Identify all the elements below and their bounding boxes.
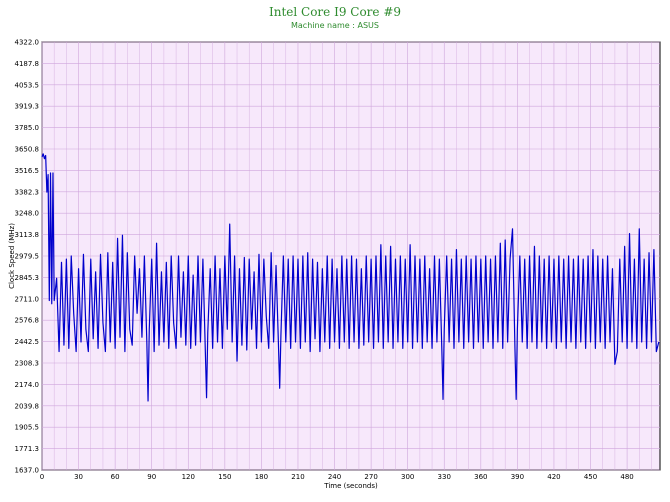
y-tick-label: 3785.0 (15, 124, 40, 132)
y-tick-label: 2711.0 (15, 295, 40, 303)
y-tick-label: 3919.3 (15, 103, 40, 111)
y-tick-label: 3248.0 (15, 210, 40, 218)
y-tick-label: 2039.8 (15, 402, 40, 410)
y-tick-label: 1637.0 (15, 467, 40, 475)
y-axis-label: Clock Speed (MHz) (8, 223, 16, 289)
y-tick-label: 3650.8 (15, 145, 40, 153)
y-tick-label: 4322.0 (15, 39, 40, 47)
chart-subtitle: Machine name : ASUS (291, 21, 379, 30)
y-tick-label: 2576.8 (15, 317, 40, 325)
x-tick-label: 360 (474, 473, 487, 481)
x-tick-label: 240 (328, 473, 341, 481)
x-axis-ticks: 0 30 60 90 120 150 180 210 240 270 300 330 360 390 420… (40, 473, 634, 481)
x-tick-label: 90 (147, 473, 156, 481)
x-tick-label: 270 (364, 473, 377, 481)
x-tick-label: 0 (40, 473, 44, 481)
y-tick-label: 3516.5 (15, 167, 40, 175)
x-tick-label: 210 (291, 473, 304, 481)
x-tick-label: 420 (547, 473, 560, 481)
y-tick-label: 2174.0 (15, 381, 40, 389)
x-tick-label: 450 (584, 473, 597, 481)
y-tick-label: 2308.3 (15, 359, 40, 367)
y-tick-label: 2845.3 (15, 274, 40, 282)
series-line (41, 153, 660, 402)
x-tick-label: 30 (74, 473, 83, 481)
y-tick-label: 3113.8 (15, 231, 40, 239)
y-tick-label: 2979.5 (15, 253, 40, 261)
y-tick-label: 3382.3 (15, 188, 40, 196)
x-tick-label: 60 (111, 473, 120, 481)
chart-title: Intel Core I9 Core #9 (269, 5, 401, 19)
x-tick-label: 120 (182, 473, 195, 481)
y-tick-label: 2442.5 (15, 338, 40, 346)
x-tick-label: 330 (438, 473, 451, 481)
x-tick-label: 150 (218, 473, 231, 481)
x-tick-label: 300 (401, 473, 414, 481)
y-axis-ticks: 1637.0 1771.3 1905.5 2039.8 2174.0 2308.3 2442… (15, 39, 40, 475)
y-tick-label: 4053.5 (15, 81, 40, 89)
y-tick-label: 1771.3 (15, 445, 40, 453)
y-tick-label: 1905.5 (15, 424, 40, 432)
x-tick-label: 390 (511, 473, 524, 481)
series-group (41, 153, 660, 402)
x-tick-label: 180 (255, 473, 268, 481)
x-axis-label: Time (seconds) (323, 482, 378, 490)
y-tick-label: 4187.8 (15, 60, 40, 68)
x-tick-label: 480 (620, 473, 633, 481)
